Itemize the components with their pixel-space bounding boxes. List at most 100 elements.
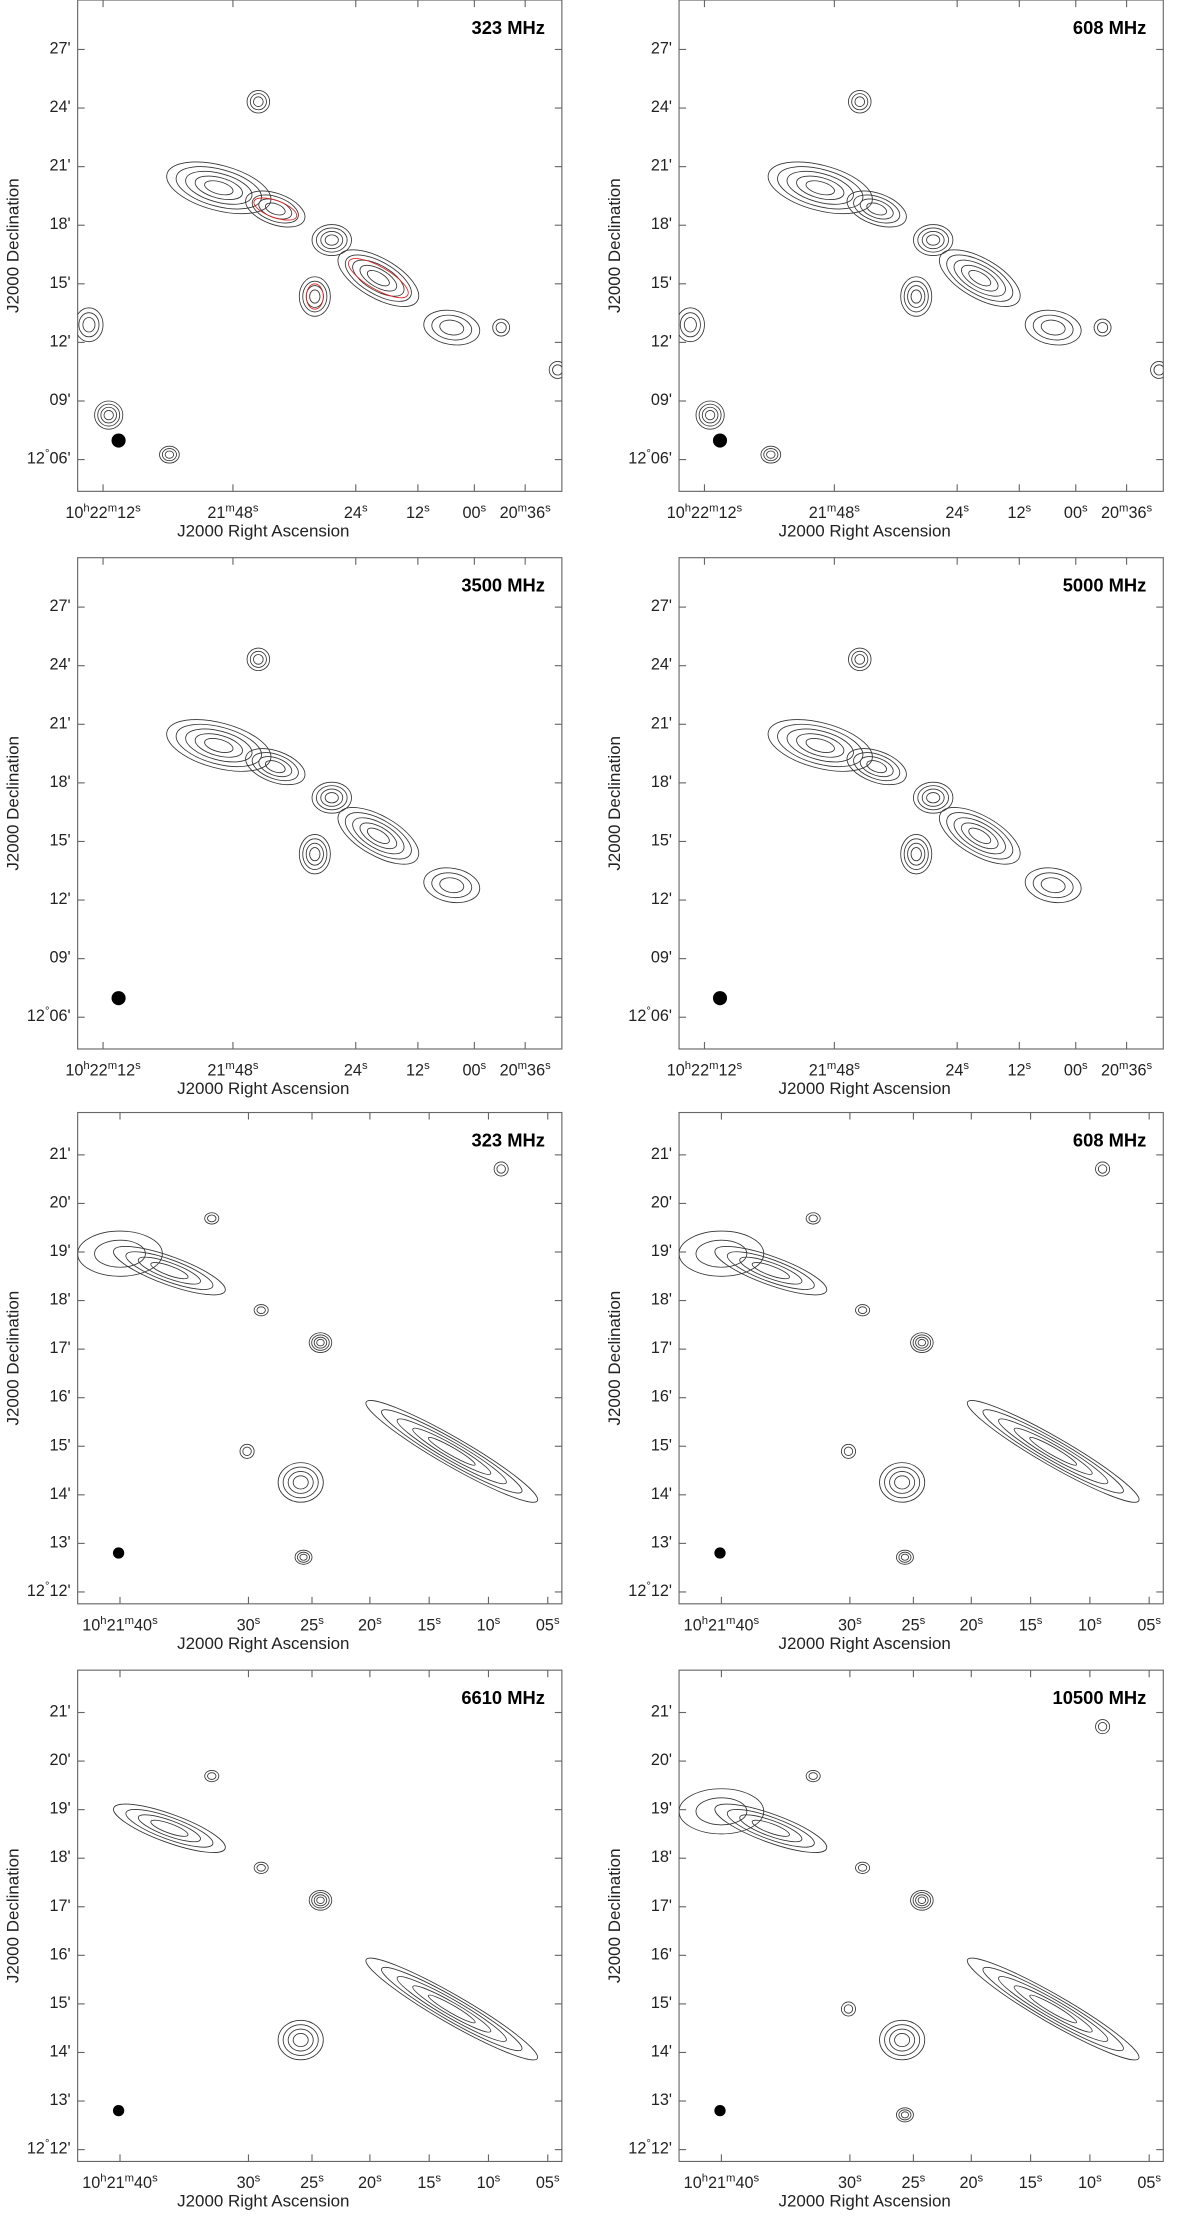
contour [1029,1437,1078,1466]
contour [313,1336,328,1349]
contour [966,1400,1140,1503]
x-tick-label: 10s [477,2172,501,2192]
contour [82,317,96,333]
contour [1029,1994,1078,2024]
y-tick-label: 16' [49,1946,70,1964]
contour [423,309,481,346]
contour [381,1966,523,2052]
y-tick-label: 12°12' [628,1580,672,1600]
x-tick-label: 20s [959,1615,983,1635]
contour [851,650,869,668]
contour [857,1864,868,1872]
contour [246,89,271,114]
contour [912,781,954,814]
y-tick-label: 14' [49,2043,70,2061]
contours [113,1769,539,2061]
y-tick-label: 24' [49,98,70,116]
contour [137,1814,201,1843]
contour [113,1245,226,1296]
y-tick-label: 17' [651,1897,672,1915]
contour [381,1409,523,1494]
contour [910,1889,934,1911]
contour [359,822,398,850]
contour [786,170,854,205]
contour [1032,872,1074,899]
panel: 608 MHz 27' 24' 21' 18' 15' 12' 09' 12°06' 10h22m… [605,0,1164,541]
x-tick-label: 20m36s [1101,1060,1152,1080]
y-tick-label: 17' [49,1339,70,1357]
y-axis-title: J2000 Declination [3,1848,22,1983]
contour [365,1957,539,2061]
contour [320,230,344,250]
contour [305,842,324,866]
contour [846,748,907,786]
contour [1150,361,1164,379]
contour [907,842,926,866]
x-tick-label: 15s [417,1615,441,1635]
contour [315,785,348,811]
contour [896,2107,914,2123]
contour [900,2111,909,2119]
contour [898,2109,912,2121]
y-tick-label: 20' [651,1751,672,1769]
panel-frame [678,557,1164,1050]
x-axis-title: J2000 Right Ascension [177,2192,349,2211]
contour [492,318,511,337]
y-tick-label: 24' [651,656,672,674]
contour [204,1212,220,1225]
beam [712,991,728,1006]
contour [796,175,845,200]
contour [412,1427,492,1475]
y-tick-label: 27' [49,597,70,615]
x-tick-label: 20s [959,2172,983,2192]
contour [884,2024,921,2056]
contour [853,194,901,224]
x-tick-label: 25s [300,1615,324,1635]
contour [915,1894,929,1907]
contour [258,198,293,220]
contour [352,817,405,855]
x-axis-title: J2000 Right Ascension [779,522,951,541]
contours [679,1719,1140,2123]
y-axis-title: J2000 Declination [3,736,22,871]
y-tick-label: 09' [651,949,672,967]
contour [910,847,922,862]
y-tick-label: 21' [49,157,70,175]
y-tick-label: 14' [49,1485,70,1503]
contour [185,728,253,763]
y-tick-label: 12°06' [27,1006,71,1026]
frequency-label: 323 MHz [472,1129,545,1150]
contour [103,409,114,421]
frequency-label: 608 MHz [1073,1129,1146,1150]
contour [853,752,901,782]
x-tick-label: 00s [463,1060,487,1080]
contour [427,1994,476,2024]
y-tick-label: 12' [651,890,672,908]
contour [843,1446,854,1457]
contour [968,270,992,287]
contour [77,307,104,343]
contour [344,812,412,860]
contour [884,1466,921,1499]
panel: 608 MHz 21' 20' 19' 18' 17' 16' 15' 14' 13' 12°12'… [605,1111,1164,1653]
panel: 3500 MHz 27' 24' 21' 18' 15' 12' 09' 12°06' 10h22… [3,557,563,1098]
contour [767,161,873,215]
contour [125,1251,214,1290]
x-tick-label: 24s [344,1060,368,1080]
y-tick-label: 15' [651,1437,672,1455]
contour [946,254,1014,302]
y-tick-label: 15' [49,1994,70,2012]
x-tick-label: 21m48s [809,502,861,522]
contour [695,1797,748,1826]
contour [77,1230,163,1277]
contour [282,2024,319,2056]
contour [253,96,264,107]
contour [808,1214,818,1223]
frequency-label: 323 MHz [472,17,545,38]
contour [679,312,701,338]
contour [1032,314,1074,341]
x-tick-label: 21m48s [809,1060,861,1080]
y-tick-label: 19' [49,1242,70,1260]
contour [910,289,922,304]
